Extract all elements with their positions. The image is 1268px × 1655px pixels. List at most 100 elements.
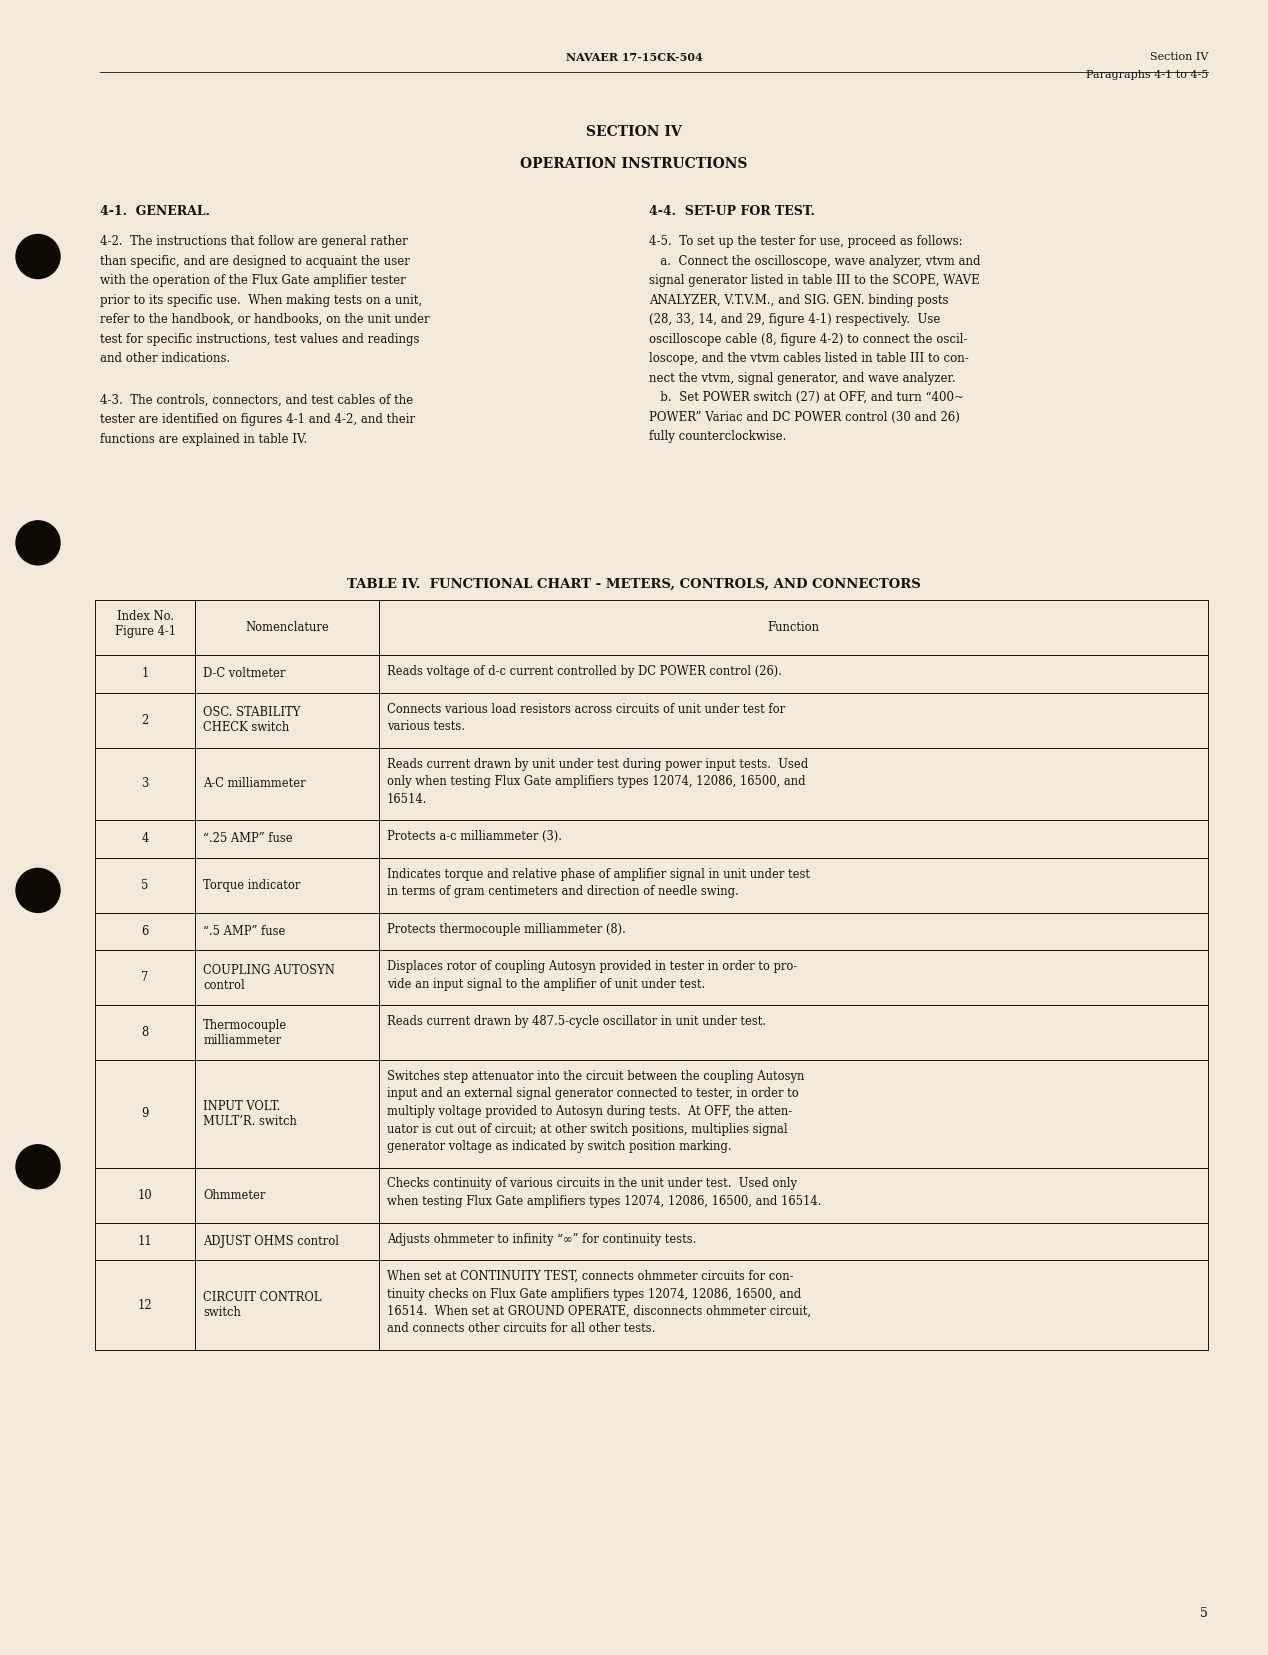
Circle shape [16, 521, 60, 564]
Text: only when testing Flux Gate amplifiers types 12074, 12086, 16500, and: only when testing Flux Gate amplifiers t… [387, 775, 805, 788]
Bar [95, 950, 195, 1005]
Text: Protects a-c milliammeter (3).: Protects a-c milliammeter (3). [387, 831, 562, 842]
Text: Reads voltage of d-c current controlled by DC POWER control (26).: Reads voltage of d-c current controlled … [387, 665, 782, 679]
Text: A-C milliammeter: A-C milliammeter [203, 778, 306, 789]
Text: in terms of gram centimeters and direction of needle swing.: in terms of gram centimeters and directi… [387, 885, 739, 899]
Bar [195, 1059, 379, 1167]
Bar [195, 950, 379, 1005]
Text: ADJUST OHMS control: ADJUST OHMS control [203, 1235, 339, 1248]
Text: OSC. STABILITY
CHECK switch: OSC. STABILITY CHECK switch [203, 707, 301, 735]
Text: 9: 9 [142, 1107, 148, 1120]
Text: Ohmmeter: Ohmmeter [203, 1188, 265, 1202]
Text: 7: 7 [142, 971, 148, 985]
Bar [95, 857, 195, 912]
Text: Displaces rotor of coupling Autosyn provided in tester in order to pro-: Displaces rotor of coupling Autosyn prov… [387, 960, 798, 973]
Circle shape [16, 869, 60, 912]
Bar [195, 1005, 379, 1059]
Text: Connects various load resistors across circuits of unit under test for: Connects various load resistors across c… [387, 702, 785, 715]
Text: Function: Function [767, 621, 819, 634]
Text: uator is cut out of circuit; at other switch positions, multiplies signal: uator is cut out of circuit; at other sw… [387, 1122, 787, 1135]
Text: 12: 12 [138, 1299, 152, 1311]
Text: Thermocouple
milliammeter: Thermocouple milliammeter [203, 1018, 288, 1046]
Text: a.  Connect the oscilloscope, wave analyzer, vtvm and: a. Connect the oscilloscope, wave analyz… [649, 255, 980, 268]
Bar [379, 601, 1208, 655]
Text: tester are identified on figures 4-1 and 4-2, and their: tester are identified on figures 4-1 and… [100, 414, 415, 425]
Bar [95, 819, 195, 857]
Text: 10: 10 [138, 1188, 152, 1202]
Bar [95, 601, 195, 655]
Text: SECTION IV: SECTION IV [586, 126, 682, 139]
Text: generator voltage as indicated by switch position marking.: generator voltage as indicated by switch… [387, 1140, 732, 1154]
Text: fully counterclockwise.: fully counterclockwise. [649, 430, 786, 444]
Text: and connects other circuits for all other tests.: and connects other circuits for all othe… [387, 1322, 656, 1336]
Text: NAVAER 17-15CK-504: NAVAER 17-15CK-504 [566, 51, 702, 63]
Text: “.25 AMP” fuse: “.25 AMP” fuse [203, 832, 293, 846]
Text: and other indications.: and other indications. [100, 353, 231, 366]
Bar [95, 1059, 195, 1167]
Text: oscilloscope cable (8, figure 4-2) to connect the oscil-: oscilloscope cable (8, figure 4-2) to co… [649, 333, 967, 346]
Bar [379, 1223, 1208, 1259]
Text: Reads current drawn by 487.5-cycle oscillator in unit under test.: Reads current drawn by 487.5-cycle oscil… [387, 1015, 766, 1028]
Text: with the operation of the Flux Gate amplifier tester: with the operation of the Flux Gate ampl… [100, 275, 406, 286]
Bar [195, 1223, 379, 1259]
Text: b.  Set POWER switch (27) at OFF, and turn “400~: b. Set POWER switch (27) at OFF, and tur… [649, 391, 964, 404]
Bar [379, 912, 1208, 950]
Text: signal generator listed in table III to the SCOPE, WAVE: signal generator listed in table III to … [649, 275, 980, 286]
Text: 5: 5 [142, 879, 148, 892]
Text: various tests.: various tests. [387, 720, 465, 733]
Text: Section IV: Section IV [1150, 51, 1208, 61]
Text: 4-2.  The instructions that follow are general rather: 4-2. The instructions that follow are ge… [100, 235, 408, 248]
Bar [195, 1167, 379, 1223]
Bar [195, 1259, 379, 1350]
Text: input and an external signal generator connected to tester, in order to: input and an external signal generator c… [387, 1087, 799, 1101]
Bar [379, 748, 1208, 819]
Bar [379, 655, 1208, 692]
Bar [379, 692, 1208, 748]
Text: CIRCUIT CONTROL
switch: CIRCUIT CONTROL switch [203, 1291, 322, 1319]
Bar [379, 1259, 1208, 1350]
Text: Adjusts ohmmeter to infinity “∞” for continuity tests.: Adjusts ohmmeter to infinity “∞” for con… [387, 1233, 696, 1246]
Text: prior to its specific use.  When making tests on a unit,: prior to its specific use. When making t… [100, 293, 422, 306]
Text: Protects thermocouple milliammeter (8).: Protects thermocouple milliammeter (8). [387, 922, 625, 935]
Text: 16514.: 16514. [387, 793, 427, 806]
Text: 3: 3 [142, 778, 148, 789]
Bar [95, 655, 195, 692]
Text: nect the vtvm, signal generator, and wave analyzer.: nect the vtvm, signal generator, and wav… [649, 371, 956, 384]
Text: than specific, and are designed to acquaint the user: than specific, and are designed to acqua… [100, 255, 410, 268]
Bar [379, 950, 1208, 1005]
Text: COUPLING AUTOSYN
control: COUPLING AUTOSYN control [203, 963, 335, 991]
Text: 5: 5 [1200, 1607, 1208, 1620]
Bar [95, 1167, 195, 1223]
Bar [95, 692, 195, 748]
Text: 6: 6 [142, 925, 148, 938]
Bar [195, 601, 379, 655]
Text: INPUT VOLT.
MULT’R. switch: INPUT VOLT. MULT’R. switch [203, 1101, 297, 1127]
Text: loscope, and the vtvm cables listed in table III to con-: loscope, and the vtvm cables listed in t… [649, 353, 969, 366]
Bar [95, 1005, 195, 1059]
Bar [95, 748, 195, 819]
Text: Paragraphs 4-1 to 4-5: Paragraphs 4-1 to 4-5 [1085, 70, 1208, 79]
Text: test for specific instructions, test values and readings: test for specific instructions, test val… [100, 333, 420, 346]
Bar [379, 1167, 1208, 1223]
Text: Nomenclature: Nomenclature [245, 621, 328, 634]
Bar [195, 655, 379, 692]
Text: When set at CONTINUITY TEST, connects ohmmeter circuits for con-: When set at CONTINUITY TEST, connects oh… [387, 1269, 794, 1283]
Text: POWER” Variac and DC POWER control (30 and 26): POWER” Variac and DC POWER control (30 a… [649, 410, 960, 424]
Text: “.5 AMP” fuse: “.5 AMP” fuse [203, 925, 285, 938]
Text: vide an input signal to the amplifier of unit under test.: vide an input signal to the amplifier of… [387, 978, 705, 990]
Text: 4-4.  SET-UP FOR TEST.: 4-4. SET-UP FOR TEST. [649, 205, 815, 218]
Bar [195, 819, 379, 857]
Text: 4-3.  The controls, connectors, and test cables of the: 4-3. The controls, connectors, and test … [100, 394, 413, 407]
Bar [379, 857, 1208, 912]
Text: 1: 1 [142, 667, 148, 680]
Text: Checks continuity of various circuits in the unit under test.  Used only: Checks continuity of various circuits in… [387, 1177, 796, 1190]
Text: D-C voltmeter: D-C voltmeter [203, 667, 285, 680]
Text: TABLE IV.  FUNCTIONAL CHART - METERS, CONTROLS, AND CONNECTORS: TABLE IV. FUNCTIONAL CHART - METERS, CON… [347, 578, 921, 591]
Bar [379, 1059, 1208, 1167]
Text: refer to the handbook, or handbooks, on the unit under: refer to the handbook, or handbooks, on … [100, 313, 430, 326]
Text: functions are explained in table IV.: functions are explained in table IV. [100, 432, 307, 445]
Text: OPERATION INSTRUCTIONS: OPERATION INSTRUCTIONS [520, 157, 748, 170]
Text: 4-1.  GENERAL.: 4-1. GENERAL. [100, 205, 210, 218]
Text: (28, 33, 14, and 29, figure 4-1) respectively.  Use: (28, 33, 14, and 29, figure 4-1) respect… [649, 313, 941, 326]
Text: 16514.  When set at GROUND OPERATE, disconnects ohmmeter circuit,: 16514. When set at GROUND OPERATE, disco… [387, 1306, 810, 1317]
